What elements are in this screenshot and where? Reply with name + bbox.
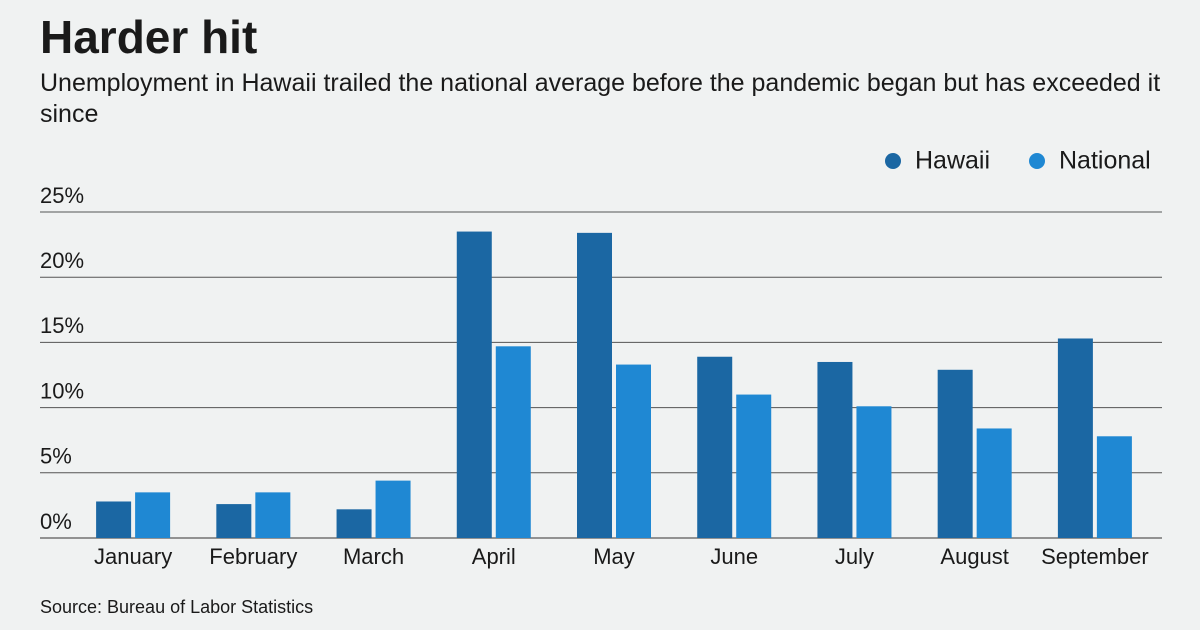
legend-swatch [1029, 153, 1045, 169]
x-tick-label: February [209, 544, 297, 569]
x-tick-label: June [710, 544, 758, 569]
x-tick-label: April [472, 544, 516, 569]
bar [1057, 338, 1093, 538]
bar [375, 480, 411, 538]
x-tick-label: March [343, 544, 404, 569]
bar [976, 428, 1012, 538]
bar [856, 406, 892, 538]
source-note: Source: Bureau of Labor Statistics [40, 597, 314, 617]
bar [817, 361, 853, 538]
bar [96, 501, 132, 538]
bar [577, 232, 612, 538]
y-tick-label: 25% [40, 183, 84, 208]
x-tick-label: May [593, 544, 635, 569]
y-tick-label: 0% [40, 509, 72, 534]
bar [255, 492, 291, 538]
bar [937, 369, 973, 538]
bar [736, 394, 772, 538]
x-tick-label: January [94, 544, 172, 569]
x-tick-label: July [835, 544, 874, 569]
legend-swatch [885, 153, 901, 169]
x-tick-label: September [1041, 544, 1149, 569]
y-tick-label: 10% [40, 378, 84, 403]
bar [456, 231, 492, 538]
bar [135, 492, 171, 538]
legend-label: Hawaii [915, 147, 990, 175]
bar [336, 509, 372, 538]
legend-label: National [1059, 147, 1151, 175]
y-tick-label: 20% [40, 248, 84, 273]
bar [616, 364, 651, 538]
bar [697, 356, 733, 538]
x-tick-label: August [940, 544, 1009, 569]
bar [1096, 436, 1132, 538]
chart-title: Harder hit [40, 11, 258, 63]
y-tick-label: 5% [40, 444, 72, 469]
chart-subtitle: Unemployment in Hawaii trailed the natio… [40, 69, 1161, 128]
y-tick-label: 15% [40, 313, 84, 338]
bar [216, 504, 252, 538]
bar [495, 346, 531, 538]
